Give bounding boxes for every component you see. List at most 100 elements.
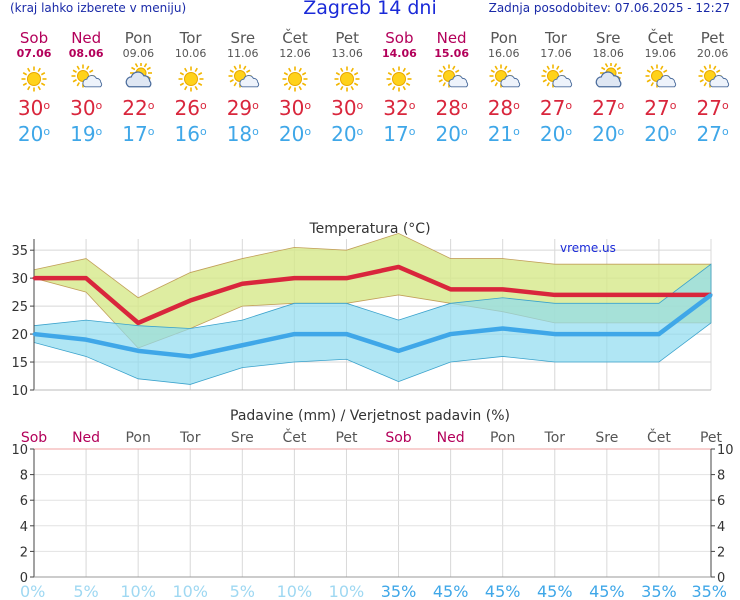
min-temp: 20o: [634, 121, 686, 147]
max-temp-point: [84, 276, 88, 280]
max-temp-line: [34, 264, 711, 326]
y-tick-label: 15: [11, 356, 28, 371]
min-temp-point: [657, 332, 661, 336]
degree-sign: o: [408, 125, 416, 138]
max-temp-value: 27: [539, 96, 566, 120]
page-title: Zagreb 14 dni: [303, 0, 437, 19]
x-tick-label: Sre: [595, 430, 618, 446]
max-temp-point: [292, 276, 296, 280]
max-temp-value: 27: [696, 96, 722, 120]
max-temp-value: 30: [17, 96, 44, 120]
min-temp-point: [292, 332, 296, 336]
y-tick-label: 35: [11, 244, 28, 259]
max-temp-point: [449, 287, 453, 291]
min-temp: 18o: [217, 121, 269, 147]
precip-probability-label: 35%: [641, 582, 677, 600]
y-tick-label: 6: [20, 494, 28, 509]
cloud-sun-icon: [582, 62, 634, 97]
max-temp-point: [397, 265, 401, 269]
min-temp: 20o: [582, 121, 634, 147]
min-temp-value: 27: [696, 122, 722, 146]
day-name: Tor: [545, 29, 567, 47]
min-temp: 17o: [112, 121, 164, 147]
degree-sign: o: [617, 125, 625, 138]
min-temp-value: 19: [70, 122, 96, 146]
min-temp-point: [397, 349, 401, 353]
degree-sign: o: [95, 125, 103, 138]
min-temp-value: 20: [17, 122, 44, 146]
sun-cloud-icon: [478, 63, 530, 97]
min-temp: 16o: [165, 121, 217, 147]
degree-sign: o: [356, 99, 364, 112]
watermark: vreme.us: [560, 241, 616, 255]
max-temp-value: 29: [226, 96, 253, 120]
max-temp-point: [553, 293, 557, 297]
y-tick-label: 25: [11, 300, 28, 315]
y-tick-label: 20: [11, 328, 28, 343]
max-temp: 27o: [687, 95, 739, 121]
degree-sign: o: [43, 125, 51, 138]
precip-probability-label: 10%: [172, 582, 208, 600]
degree-sign: o: [304, 99, 312, 112]
min-temp-point: [709, 293, 713, 297]
day-date: 07.06: [16, 47, 52, 60]
day-name: Sre: [230, 29, 256, 47]
day-column: Tor 17.06 27o 20o: [530, 30, 582, 147]
degree-sign: o: [356, 125, 364, 138]
precipitation-chart: Padavine (mm) / Verjetnost padavin (%) So…: [11, 408, 734, 600]
day-date: 11.06: [227, 47, 259, 60]
min-temp-value: 17: [122, 122, 148, 146]
precip-probability-label: 10%: [120, 582, 156, 600]
y-tick-label: 8: [20, 469, 28, 484]
day-date: 10.06: [174, 47, 207, 60]
daily-forecast-strip: Sob 07.06 30o 20o Ned 08.06 30o 19o Pon 09.06 22o 1…: [0, 30, 740, 170]
min-temp: 17o: [373, 121, 425, 147]
degree-sign: o: [565, 99, 573, 112]
min-temp: 20o: [8, 121, 60, 147]
cloud-sun-icon: [112, 62, 164, 97]
day-column: Pet 13.06 30o 20o: [321, 30, 373, 147]
temperature-chart-title: Temperatura (°C): [308, 221, 430, 237]
min-temp-value: 16: [174, 122, 200, 146]
degree-sign: o: [95, 99, 103, 112]
max-temp: 30o: [321, 95, 373, 121]
y-tick-label: 10: [11, 443, 28, 458]
max-temp-value: 26: [174, 96, 200, 120]
x-tick-label: Pon: [125, 430, 150, 446]
x-tick-label: Ned: [437, 430, 465, 446]
max-temp: 29o: [217, 95, 269, 121]
max-temp-value: 30: [331, 96, 357, 120]
max-temp: 28o: [478, 95, 530, 121]
min-temp-value: 17: [383, 122, 409, 146]
min-temp: 21o: [478, 121, 530, 147]
sun-cloud-icon: [634, 63, 686, 97]
y-tick-label-right: 10: [717, 443, 734, 458]
x-tick-label: Sob: [21, 430, 47, 446]
min-temp-point: [32, 332, 36, 336]
max-temp: 27o: [530, 95, 582, 121]
degree-sign: o: [408, 99, 416, 112]
min-temp-point: [240, 343, 244, 347]
day-name: Sob: [385, 29, 414, 47]
min-temp-line: [33, 293, 713, 359]
temperature-chart: Temperatura (°C) 10 15 20 25 30 35 vreme.us: [11, 221, 713, 399]
day-column: Sob 07.06 30o 20o: [8, 30, 60, 147]
header-bar: (kraj lahko izberete v meniju) Zagreb 14…: [0, 0, 740, 22]
max-temp: 30o: [269, 95, 321, 121]
day-name: Pet: [700, 29, 725, 47]
max-temp: 32o: [373, 95, 425, 121]
degree-sign: o: [721, 125, 729, 138]
min-temp-value: 20: [435, 122, 461, 146]
degree-sign: o: [460, 125, 468, 138]
min-temp: 27o: [687, 121, 739, 147]
day-date: 12.06: [279, 47, 311, 60]
max-temp: 27o: [582, 95, 634, 121]
day-name: Čet: [647, 29, 674, 47]
max-temp: 28o: [426, 95, 478, 121]
location-hint[interactable]: (kraj lahko izberete v meniju): [10, 1, 187, 15]
day-date: 18.06: [592, 47, 624, 60]
max-temp-point: [32, 276, 36, 280]
min-temp-value: 20: [592, 122, 618, 146]
max-temp: 22o: [112, 95, 164, 121]
x-tick-label: Pet: [700, 430, 723, 446]
